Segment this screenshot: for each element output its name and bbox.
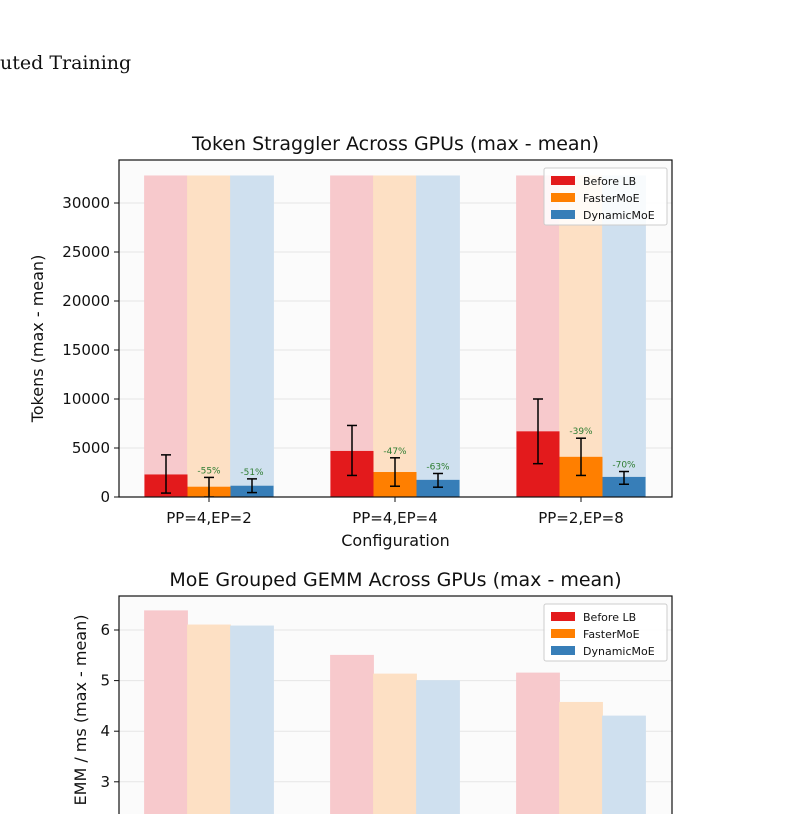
bar (602, 476, 646, 497)
y-tick-label: 15000 (62, 341, 110, 359)
background-bar (144, 610, 188, 814)
bar (416, 479, 460, 497)
y-axis-label: EMM / ms (max - mean) (71, 615, 90, 806)
legend-swatch (551, 629, 575, 638)
chart-title: Token Straggler Across GPUs (max - mean) (191, 133, 599, 155)
background-bar (602, 715, 646, 814)
legend-swatch (551, 612, 575, 621)
background-bar (516, 672, 560, 814)
y-tick-label: 5 (100, 672, 110, 690)
bars (144, 175, 646, 497)
x-tick-label: PP=4,EP=4 (352, 509, 438, 527)
annotation-label: -55% (197, 466, 221, 476)
legend-swatch (551, 210, 575, 219)
bars (144, 610, 646, 814)
x-tick-label: PP=4,EP=2 (166, 509, 252, 527)
chart-1: 0 5000 10000 15000 20000 25000 30000 -55% -51% -4… (28, 133, 673, 550)
legend-swatch (551, 646, 575, 655)
annotation-label: -39% (569, 427, 593, 437)
background-bar (230, 625, 274, 814)
legend-label: Before LB (583, 611, 636, 624)
y-tick-label: 5000 (72, 439, 110, 457)
page-header-text: uted Training (0, 52, 132, 74)
background-bar (230, 175, 274, 497)
chart-2: 3 4 5 6 MoE Grouped GEMM Across GPUs (max - … (71, 569, 673, 814)
background-bar (416, 680, 460, 814)
legend-swatch (551, 176, 575, 185)
y-tick-label: 30000 (62, 194, 110, 212)
background-bar (559, 701, 603, 814)
legend-label: Before LB (583, 175, 636, 188)
y-tick-label: 20000 (62, 292, 110, 310)
legend-swatch (551, 193, 575, 202)
x-axis-label: Configuration (341, 531, 450, 550)
legend-label: FasterMoE (583, 192, 640, 205)
annotation-label: -70% (612, 461, 636, 471)
background-bar (144, 175, 188, 497)
y-tick-label: 6 (100, 621, 110, 639)
y-tick-label: 3 (100, 773, 110, 791)
background-bar (187, 624, 231, 814)
legend-label: DynamicMoE (583, 645, 655, 658)
chart-title: MoE Grouped GEMM Across GPUs (max - mean… (169, 569, 621, 591)
background-bar (373, 673, 417, 814)
legend-label: FasterMoE (583, 628, 640, 641)
legend-label: DynamicMoE (583, 209, 655, 222)
background-bar (330, 654, 374, 814)
x-tick-label: PP=2,EP=8 (538, 509, 624, 527)
y-axis-label: Tokens (max - mean) (28, 255, 47, 424)
y-tick-label: 25000 (62, 243, 110, 261)
axes-frame (118, 595, 673, 814)
annotation-label: -51% (240, 468, 264, 478)
y-tick-label: 0 (100, 488, 110, 506)
y-tick-label: 4 (100, 722, 110, 740)
background-bar (373, 175, 417, 497)
background-bar (602, 175, 646, 497)
annotation-label: -47% (383, 447, 407, 457)
background-bar (416, 175, 460, 497)
annotation-label: -63% (426, 462, 450, 472)
y-tick-label: 10000 (62, 390, 110, 408)
background-bar (187, 175, 231, 497)
